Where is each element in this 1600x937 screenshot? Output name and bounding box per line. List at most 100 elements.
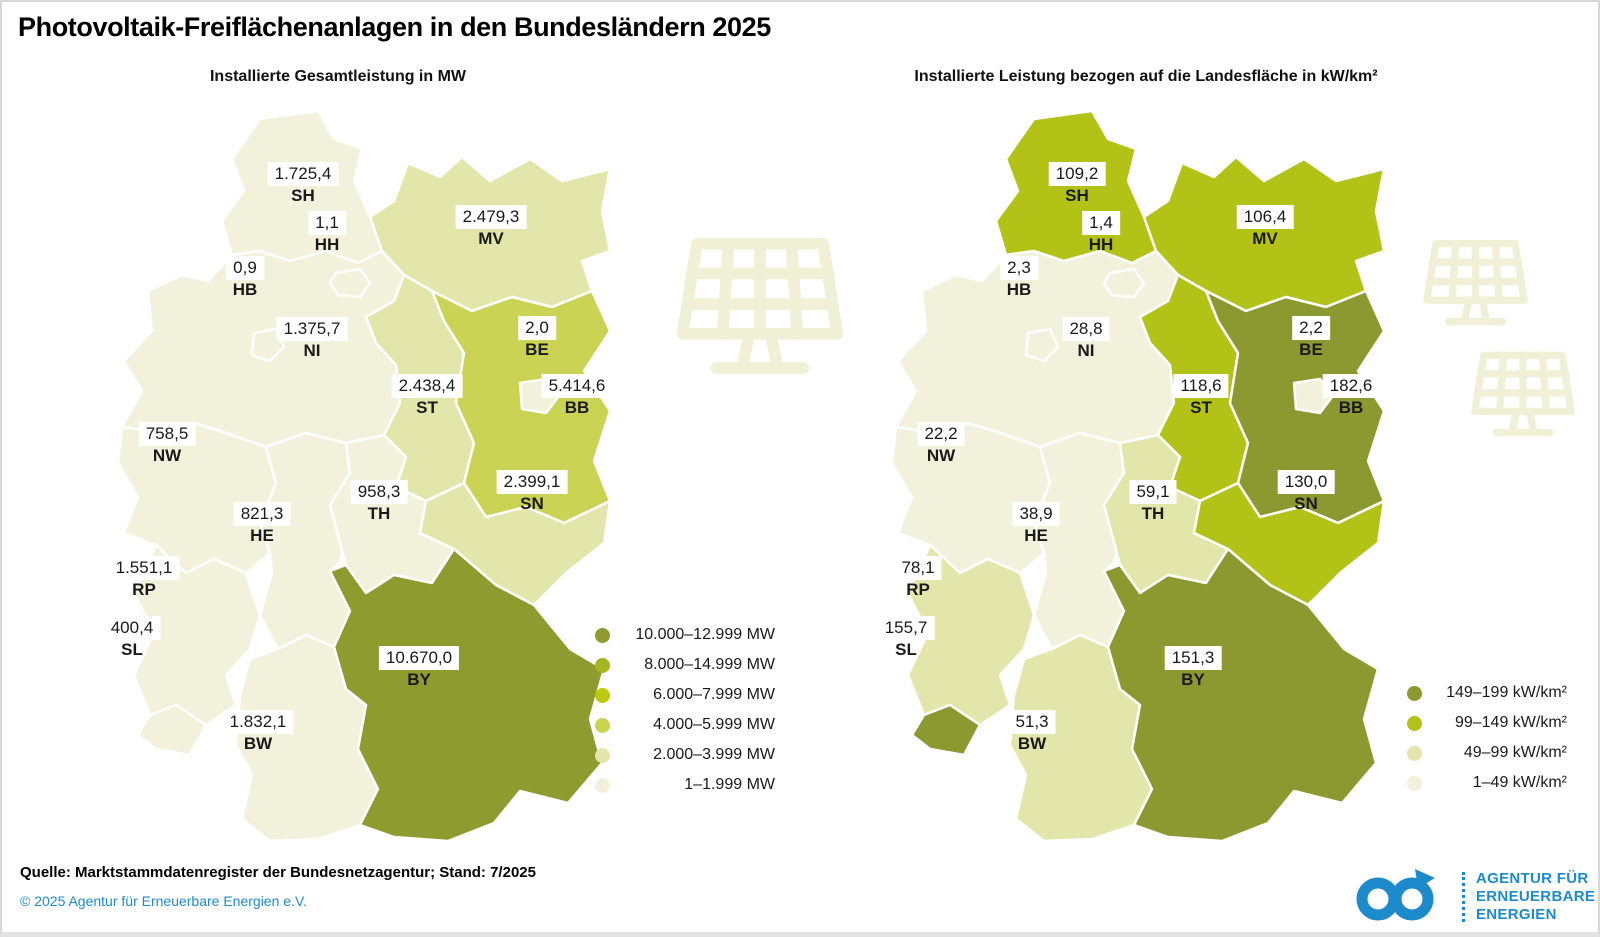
state-value: 78,1 xyxy=(894,556,942,580)
state-value: 118,6 xyxy=(1173,374,1229,398)
legend-dot xyxy=(595,687,610,703)
state-label-SN: 130,0 SN xyxy=(1277,470,1335,514)
state-label-HH: 1,4 HH xyxy=(1082,211,1120,255)
legend-label: 149–199 kW/km² xyxy=(1446,684,1567,701)
logo-line: AGENTUR FÜR xyxy=(1476,870,1589,887)
state-labels: 109,2 SH 1,4 HH 2,3 HB 28,8 NI 106,4 MV 2,2 BE 118,6… xyxy=(838,105,1398,845)
state-HB xyxy=(1024,327,1060,363)
legend-label: 1–49 kW/km² xyxy=(1472,774,1567,791)
state-label-SL: 155,7 SL xyxy=(877,616,935,660)
legend-item: 99–149 kW/km² xyxy=(1407,708,1567,738)
state-code: TH xyxy=(1141,504,1165,523)
state-code: BY xyxy=(1181,670,1205,689)
state-HB xyxy=(250,327,286,363)
state-code: RP xyxy=(132,580,156,599)
legend-item: 1–49 kW/km² xyxy=(1407,768,1567,798)
state-HH xyxy=(1102,267,1146,299)
copyright-note: © 2025 Agentur für Erneuerbare Energien … xyxy=(20,893,307,909)
state-value: 1.832,1 xyxy=(222,710,294,734)
state-code: NW xyxy=(152,446,182,465)
state-code: BE xyxy=(525,340,549,359)
solar-panel-icon xyxy=(1467,347,1579,440)
state-code: RP xyxy=(906,580,930,599)
state-code: ST xyxy=(416,398,438,417)
legend-dot xyxy=(1407,745,1422,761)
legend-dot xyxy=(595,657,610,673)
state-label-HE: 38,9 HE xyxy=(1012,502,1060,546)
legend-item: 149–199 kW/km² xyxy=(1407,678,1567,708)
state-value: 1.375,7 xyxy=(276,317,348,341)
state-label-SH: 109,2 SH xyxy=(1048,162,1106,206)
state-label-SH: 1.725,4 SH xyxy=(267,162,339,206)
state-code: SL xyxy=(895,640,917,659)
state-label-NI: 1.375,7 NI xyxy=(276,317,348,361)
state-label-BW: 51,3 BW xyxy=(1008,710,1056,754)
state-code: HB xyxy=(1006,280,1032,299)
state-value: 109,2 xyxy=(1048,162,1106,186)
state-value: 1.725,4 xyxy=(267,162,339,186)
state-HH xyxy=(328,267,372,299)
state-label-HE: 821,3 HE xyxy=(233,502,291,546)
legend-label: 49–99 kW/km² xyxy=(1463,744,1567,761)
legend-dot xyxy=(595,717,610,733)
state-value: 758,5 xyxy=(138,422,196,446)
legend-dot xyxy=(595,747,610,763)
state-label-BE: 2,0 BE xyxy=(518,316,556,360)
legend-dot xyxy=(1407,715,1422,731)
state-code: MV xyxy=(478,229,504,248)
state-label-BE: 2,2 BE xyxy=(1292,316,1330,360)
state-label-BB: 5.414,6 BB xyxy=(541,374,613,418)
legend-item: 6.000–7.999 MW xyxy=(595,680,775,710)
legend-item: 1–1.999 MW xyxy=(595,770,775,800)
legend-item: 49–99 kW/km² xyxy=(1407,738,1567,768)
legend-label: 1–1.999 MW xyxy=(684,776,775,793)
legend-label: 10.000–12.999 MW xyxy=(635,626,775,643)
state-code: SN xyxy=(520,494,544,513)
state-RP xyxy=(906,543,1036,727)
state-label-TH: 59,1 TH xyxy=(1129,480,1177,524)
legend-item: 4.000–5.999 MW xyxy=(595,710,775,740)
aee-logo: AGENTUR FÜR ERNEUERBARE ENERGIEN xyxy=(1351,868,1595,926)
logo-line: ENERGIEN xyxy=(1476,906,1557,923)
state-label-MV: 106,4 MV xyxy=(1236,205,1294,249)
legend-item: 2.000–3.999 MW xyxy=(595,740,775,770)
legend-label: 6.000–7.999 MW xyxy=(653,686,775,703)
state-SL xyxy=(910,703,982,757)
legend-label: 8.000–14.999 MW xyxy=(644,656,775,673)
state-code: HH xyxy=(314,235,340,254)
state-value: 2.438,4 xyxy=(391,374,463,398)
state-label-HH: 1,1 HH xyxy=(308,211,346,255)
state-value: 106,4 xyxy=(1236,205,1294,229)
state-RP xyxy=(132,543,262,727)
state-code: MV xyxy=(1252,229,1278,248)
state-value: 28,8 xyxy=(1062,317,1110,341)
legend-item: 8.000–14.999 MW xyxy=(595,650,775,680)
state-value: 1,4 xyxy=(1082,211,1120,235)
state-code: SH xyxy=(1065,186,1089,205)
state-value: 2,2 xyxy=(1292,316,1330,340)
state-code: TH xyxy=(367,504,391,523)
map-installed-capacity-mw: 1.725,4 SH 1,1 HH 0,9 HB 1.375,7 NI 2.479,3 MV 2,0… xyxy=(64,105,624,845)
legend-dot xyxy=(1407,685,1422,701)
state-value: 130,0 xyxy=(1277,470,1335,494)
state-label-BY: 10.670,0 BY xyxy=(378,646,460,690)
solar-panel-icon xyxy=(670,230,850,380)
legend-dot xyxy=(1407,775,1422,791)
state-SN xyxy=(1192,481,1386,607)
state-value: 2.399,1 xyxy=(496,470,568,494)
state-code: NI xyxy=(1077,341,1095,360)
subtitle-mw: Installierte Gesamtleistung in MW xyxy=(209,68,467,85)
state-code: HE xyxy=(1024,526,1048,545)
legend-label: 99–149 kW/km² xyxy=(1454,714,1567,731)
state-value: 2,3 xyxy=(1000,256,1038,280)
germany-map xyxy=(890,109,1386,843)
legend-kw: 149–199 kW/km² 99–149 kW/km² 49–99 kW/km² 1… xyxy=(1407,678,1567,798)
legend-dot xyxy=(595,777,610,793)
state-code: HB xyxy=(232,280,258,299)
state-labels: 1.725,4 SH 1,1 HH 0,9 HB 1.375,7 NI 2.479,3 MV 2,0… xyxy=(64,105,624,845)
state-value: 5.414,6 xyxy=(541,374,613,398)
state-label-BW: 1.832,1 BW xyxy=(222,710,294,754)
state-value: 958,3 xyxy=(350,480,408,504)
legend-item: 10.000–12.999 MW xyxy=(595,620,775,650)
state-code: HH xyxy=(1088,235,1114,254)
